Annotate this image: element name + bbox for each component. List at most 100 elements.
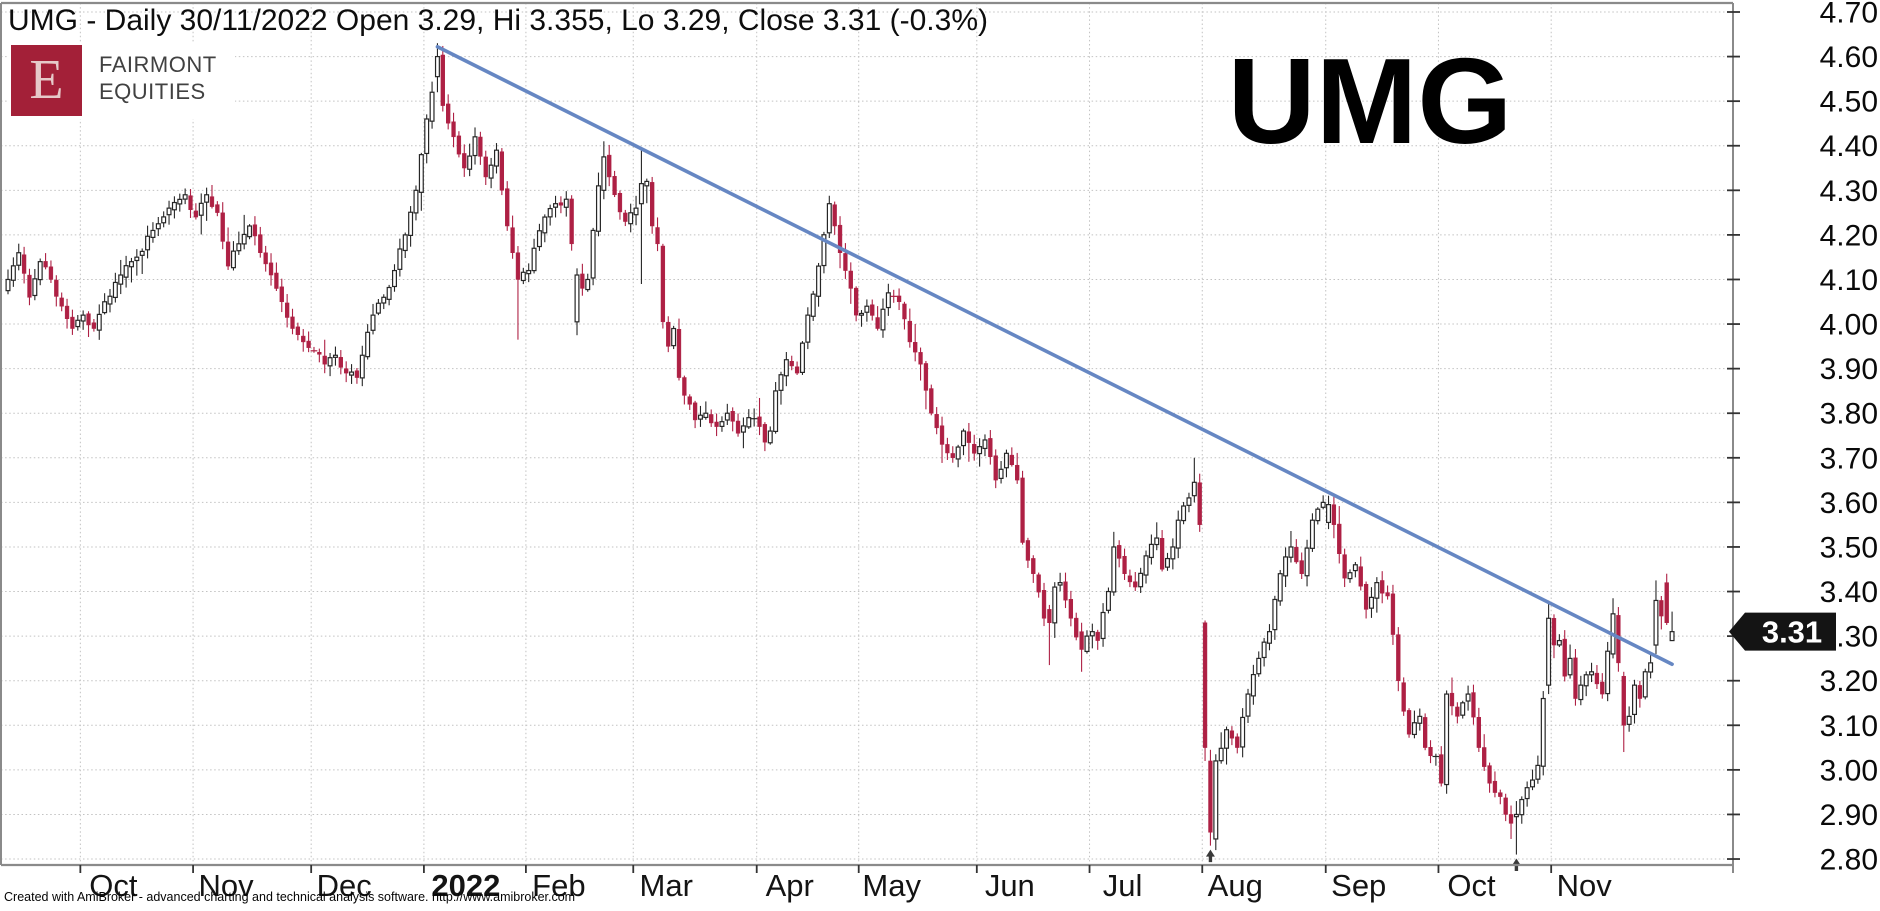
candle-down [1476, 716, 1481, 748]
candle-up [810, 293, 816, 317]
candle-down [1074, 617, 1079, 638]
candle-down [558, 202, 564, 206]
candle-up [821, 234, 827, 267]
candle-down [1127, 575, 1133, 583]
candle-down [1208, 760, 1213, 833]
candle-down [1342, 554, 1347, 579]
candle-down [1294, 546, 1299, 563]
candle-up [520, 271, 526, 282]
candle-up [553, 203, 559, 208]
candle-up [601, 156, 607, 191]
candle-down [692, 402, 698, 421]
candle-up [230, 250, 236, 269]
candle-up [424, 118, 430, 155]
candle-down [676, 328, 682, 378]
candle-down [1009, 454, 1014, 466]
candle-down [295, 326, 301, 335]
y-axis-label: 4.60 [1820, 41, 1878, 74]
candle-down [757, 416, 762, 427]
x-axis-label: 2022 [431, 868, 500, 903]
candle-down [274, 272, 279, 289]
candle-down [215, 204, 220, 213]
candle-down [988, 438, 993, 457]
candle-up [32, 278, 38, 297]
candle-up [778, 374, 784, 391]
candle-up [1288, 546, 1294, 558]
candle-up [145, 235, 151, 251]
candle-up [746, 417, 752, 428]
candle-up [1283, 556, 1289, 577]
y-axis-label: 4.10 [1820, 264, 1878, 297]
candle-up [1315, 508, 1321, 522]
candle-down [993, 455, 998, 481]
candle-down [1202, 622, 1208, 748]
candle-up [134, 256, 140, 262]
candle-down [939, 425, 945, 445]
candle-up [198, 202, 204, 216]
candle-down [70, 316, 75, 329]
candle-up [955, 446, 961, 460]
candle-down [853, 287, 859, 316]
candle-up [327, 357, 333, 367]
candle-up [386, 286, 392, 300]
candle-up [1320, 501, 1326, 508]
y-axis-label: 4.20 [1820, 219, 1878, 252]
candle-down [43, 261, 48, 268]
candle-up [1148, 543, 1154, 559]
candle-down [306, 340, 311, 348]
candle-down [1621, 675, 1626, 726]
x-axis-label: Oct [89, 868, 138, 903]
candle-down [934, 414, 939, 429]
candle-down [1600, 681, 1605, 695]
candle-up [413, 189, 419, 214]
y-axis-label: 4.70 [1820, 0, 1878, 30]
candle-down [1299, 560, 1304, 574]
candle-down [279, 286, 284, 303]
candle-down [252, 224, 258, 237]
x-axis-labels: Oct Nov Dec 2022 Feb Mar Apr May Jun Jul Aug Sep Oct… [79, 865, 1613, 903]
candle-up [1100, 611, 1106, 640]
candle-up [1519, 798, 1525, 816]
candle-up [880, 308, 886, 331]
candle-up [1326, 504, 1332, 524]
candle-up [1444, 693, 1450, 786]
candle-down [1401, 682, 1406, 712]
candle-down [225, 241, 231, 267]
y-axis-label: 3.10 [1820, 710, 1878, 743]
candle-up [241, 233, 247, 245]
symbol-watermark: UMG [1228, 33, 1513, 169]
candle-down [714, 421, 719, 427]
candle-up [885, 292, 891, 309]
y-axis-label: 3.50 [1820, 531, 1878, 564]
candle-down [64, 305, 70, 319]
candle-up [472, 136, 478, 157]
candle-up [359, 354, 365, 379]
x-axis-label: Mar [640, 868, 693, 903]
candle-up [1304, 547, 1310, 577]
candle-down [1015, 464, 1020, 481]
fairmont-logo-mark: E [11, 45, 82, 116]
candle-down [612, 176, 617, 196]
candle-up [391, 269, 397, 288]
candle-down [1455, 706, 1460, 717]
candle-up [826, 203, 832, 234]
candle-down [617, 193, 623, 213]
candle-up [1567, 657, 1573, 676]
candle-down [1020, 477, 1025, 543]
candle-down [1063, 581, 1068, 601]
x-axis-label: Nov [1557, 868, 1613, 903]
candle-down [580, 273, 585, 289]
candle-up [1266, 631, 1272, 644]
candle-down [789, 360, 794, 367]
candle-down [945, 444, 950, 454]
candle-up [37, 261, 43, 281]
candle-down [505, 188, 510, 227]
fairmont-logo-text: FAIRMONT EQUITIES [99, 51, 217, 105]
candle-down [1358, 566, 1363, 587]
candle-up [1642, 671, 1648, 698]
candle-down [655, 227, 660, 245]
candle-down [1380, 580, 1385, 594]
candle-up [434, 55, 440, 78]
candle-down [794, 366, 800, 374]
candle-up [1669, 631, 1675, 642]
